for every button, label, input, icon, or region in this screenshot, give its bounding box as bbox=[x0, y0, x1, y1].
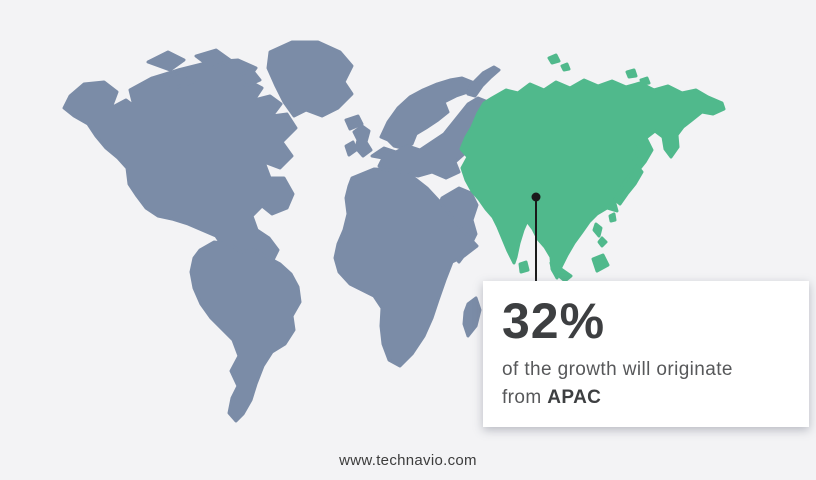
region-greenland bbox=[266, 40, 364, 131]
region-apac-highlighted bbox=[459, 53, 726, 283]
footer-url: www.technavio.com bbox=[339, 452, 477, 469]
marker-dot-icon bbox=[531, 192, 541, 202]
region-label: APAC bbox=[547, 387, 602, 408]
stat-description: of the growth will originate from APAC bbox=[502, 356, 809, 412]
region-south-america bbox=[189, 240, 302, 423]
stat-description-line2-prefix: from bbox=[502, 387, 548, 408]
region-north-america bbox=[62, 48, 298, 282]
stat-value: 32% bbox=[502, 293, 606, 349]
callout-card: 32% of the growth will originate from AP… bbox=[483, 281, 809, 427]
stat-description-line1: of the growth will originate bbox=[502, 359, 733, 380]
region-europe bbox=[344, 65, 501, 180]
map-marker bbox=[531, 192, 541, 281]
region-africa bbox=[333, 167, 482, 368]
